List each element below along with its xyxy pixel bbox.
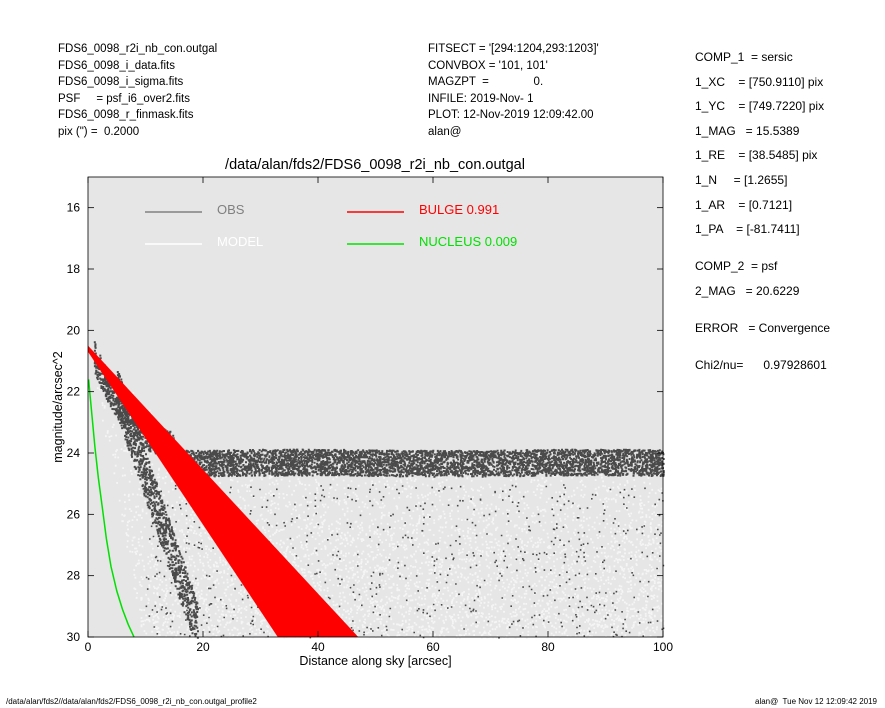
- comp2-param: COMP_2 = psf: [695, 259, 778, 274]
- comp1-param: 1_N = [1.2655]: [695, 172, 788, 187]
- header-left-line: FDS6_0098_r_finmask.fits: [58, 109, 194, 121]
- nucleus-line: [87, 379, 135, 638]
- header-left-line: PSF = psf_i6_over2.fits: [58, 92, 190, 105]
- comp1-param: 1_XC = [750.9110] pix: [695, 74, 824, 89]
- header-mid-line: CONVBOX = '101, 101': [428, 59, 548, 72]
- header-mid-line: PLOT: 12-Nov-2019 12:09:42.00: [428, 109, 594, 121]
- header-left-line: pix (") = 0.2000: [58, 125, 140, 138]
- legend-label-nucleus: NUCLEUS 0.009: [419, 234, 517, 249]
- y-tick-label: 18: [67, 262, 81, 276]
- chi2-value: Chi2/nu= 0.97928601: [695, 357, 827, 372]
- legend-label-bulge: BULGE 0.991: [419, 202, 499, 217]
- y-tick-label: 24: [67, 446, 81, 460]
- x-tick-label: 40: [311, 640, 325, 654]
- y-tick-label: 26: [67, 507, 81, 521]
- comp2-param: 2_MAG = 20.6229: [695, 283, 800, 298]
- y-tick-label: 16: [67, 201, 81, 215]
- legend-label-obs: OBS: [217, 202, 245, 217]
- header-left-line: FDS6_0098_i_data.fits: [58, 59, 175, 72]
- header-mid-block: FITSECT = '[294:1204,293:1203]' CONVBOX =…: [428, 41, 599, 140]
- error-status: ERROR = Convergence: [695, 320, 831, 335]
- y-axis-label: magnitude/arcsec^2: [51, 351, 65, 463]
- x-tick-label: 100: [653, 640, 673, 654]
- plot-area: [88, 177, 663, 637]
- comp1-param: COMP_1 = sersic: [695, 50, 793, 64]
- header-left-line: FDS6_0098_r2i_nb_con.outgal: [58, 43, 218, 55]
- chart-title: /data/alan/fds2/FDS6_0098_r2i_nb_con.out…: [225, 157, 525, 173]
- y-tick-label: 20: [67, 323, 81, 337]
- footer-right-text: alan@ Tue Nov 12 12:09:42 2019: [755, 697, 877, 706]
- header-mid-line: INFILE: 2019-Nov- 1: [428, 92, 534, 105]
- comp1-param: 1_YC = [749.7220] pix: [695, 99, 825, 114]
- comp1-param: 1_AR = [0.7121]: [695, 197, 793, 212]
- header-left-block: FDS6_0098_r2i_nb_con.outgal FDS6_0098_i_d…: [58, 41, 217, 140]
- legend-label-model: MODEL: [217, 234, 263, 249]
- header-left-line: FDS6_0098_i_sigma.fits: [58, 76, 184, 88]
- y-tick-label: 28: [67, 569, 81, 583]
- footer-left-text: /data/alan/fds2//data/alan/fds2/FDS6_009…: [6, 697, 257, 706]
- x-tick-label: 20: [196, 640, 210, 654]
- comp1-param: 1_MAG = 15.5389: [695, 123, 800, 138]
- plot-frame: [87, 176, 664, 638]
- y-tick-label: 30: [67, 630, 81, 644]
- y-tick-label: 22: [67, 385, 81, 399]
- header-mid-line: MAGZPT = 0.: [428, 76, 544, 88]
- comp1-param: 1_RE = [38.5485] pix: [695, 148, 818, 163]
- bulge-band: [88, 345, 359, 637]
- header-mid-line: alan@: [428, 125, 462, 138]
- x-axis-label: Distance along sky [arcsec]: [299, 654, 451, 668]
- header-right-block: COMP_1 = sersic 1_XC = [750.9110] pix 1_YC…: [695, 49, 830, 381]
- header-mid-line: FITSECT = '[294:1204,293:1203]': [428, 43, 599, 55]
- x-tick-label: 60: [426, 640, 440, 654]
- x-tick-label: 0: [85, 640, 92, 654]
- comp1-param: 1_PA = [-81.7411]: [695, 222, 800, 237]
- x-tick-label: 80: [541, 640, 555, 654]
